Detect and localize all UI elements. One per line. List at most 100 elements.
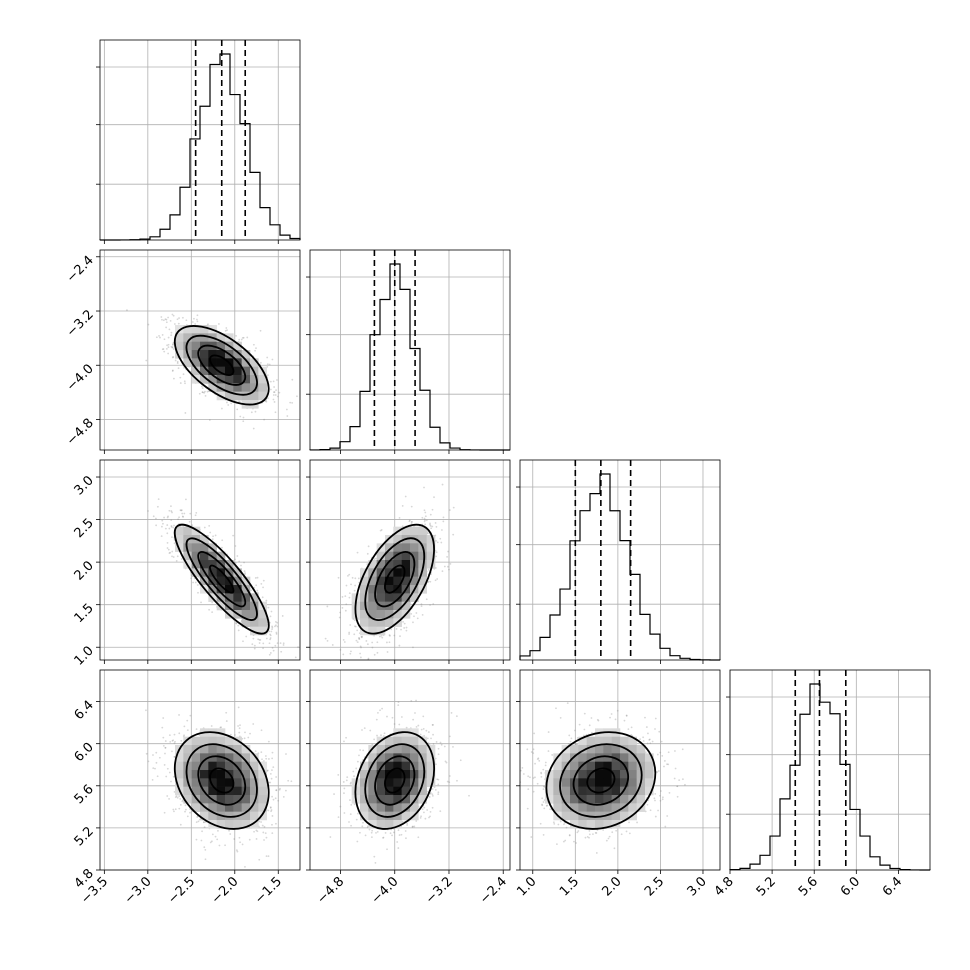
sample-point <box>210 840 213 843</box>
density-cell <box>225 585 234 594</box>
sample-point <box>237 725 239 727</box>
sample-point <box>147 510 149 512</box>
sample-point <box>446 555 449 558</box>
sample-point <box>412 646 414 649</box>
sample-point <box>381 636 384 639</box>
sample-point <box>348 631 351 634</box>
sample-point <box>269 638 272 641</box>
sample-point <box>348 592 351 595</box>
sample-point <box>166 541 169 544</box>
sample-point <box>169 551 172 554</box>
sample-point <box>273 401 276 403</box>
sample-point <box>173 323 176 325</box>
density-cell <box>401 560 411 569</box>
sample-point <box>158 756 161 759</box>
scatter-panel <box>306 459 511 664</box>
sample-point <box>167 336 170 339</box>
sample-point <box>184 804 187 807</box>
sample-point <box>211 601 214 604</box>
sample-point <box>242 420 245 423</box>
y-tick-label: 2.0 <box>72 558 97 583</box>
sample-point <box>218 323 220 325</box>
sample-point <box>427 532 429 535</box>
sample-point <box>241 843 244 846</box>
sample-point <box>360 635 363 638</box>
sample-point <box>326 605 329 608</box>
density-cell <box>216 593 226 602</box>
sample-point <box>239 724 241 727</box>
sample-point <box>170 505 172 508</box>
y-tick-label: 6.4 <box>72 698 97 723</box>
y-tick-label: −3.2 <box>64 307 97 340</box>
density-cell <box>401 551 411 561</box>
density-cell <box>360 593 369 602</box>
sample-point <box>416 617 419 620</box>
sample-point <box>189 811 191 814</box>
sample-point <box>164 318 167 321</box>
density-cell <box>368 585 377 594</box>
density-cell <box>368 601 377 611</box>
sample-point <box>211 611 214 613</box>
density-cell <box>191 551 201 561</box>
sample-point <box>376 641 379 644</box>
sample-point <box>254 410 257 413</box>
density-cell <box>360 585 369 594</box>
sample-point <box>371 641 374 644</box>
contour-level <box>364 537 426 621</box>
sample-point <box>258 820 261 823</box>
sample-point <box>167 352 170 355</box>
sample-point <box>246 336 249 339</box>
sample-point <box>206 390 209 393</box>
sample-point <box>192 581 194 584</box>
sample-point <box>185 498 187 501</box>
sample-point <box>373 653 376 656</box>
sample-point <box>436 541 439 544</box>
sample-point <box>238 400 241 403</box>
y-tick-label: 1.0 <box>72 643 97 668</box>
sample-point <box>275 633 278 635</box>
density-cell <box>393 560 402 569</box>
sample-point <box>242 640 244 643</box>
density-cell <box>410 593 419 602</box>
sample-point <box>390 628 393 631</box>
sample-point <box>225 720 228 722</box>
sample-point <box>431 508 434 511</box>
sample-point <box>271 646 274 649</box>
sample-point <box>267 664 269 666</box>
sample-point <box>208 419 211 421</box>
sample-point <box>331 644 334 646</box>
sample-point <box>272 394 275 396</box>
sample-point <box>152 754 154 756</box>
sample-point <box>236 408 239 411</box>
density-cell <box>200 560 209 569</box>
density-cell <box>241 610 251 619</box>
sample-point <box>353 633 356 636</box>
sample-point <box>254 349 256 352</box>
sample-point <box>405 626 408 629</box>
sample-point <box>182 373 185 376</box>
density-cell <box>216 568 226 577</box>
density-cell <box>175 535 184 544</box>
density-cell <box>418 576 427 586</box>
sample-point <box>267 855 270 858</box>
sample-point <box>356 641 359 644</box>
sample-point <box>179 376 182 379</box>
sample-point <box>261 596 264 599</box>
y-tick-label: 5.2 <box>72 824 97 849</box>
sample-point <box>429 580 432 583</box>
sample-point <box>405 629 408 632</box>
sample-point <box>250 589 253 592</box>
sample-point <box>411 520 413 523</box>
sample-point <box>161 348 164 351</box>
density-cell <box>200 366 209 376</box>
sample-point <box>270 630 273 633</box>
sample-point <box>167 346 170 349</box>
sample-point <box>448 509 451 511</box>
sample-point <box>366 552 369 555</box>
sample-point <box>177 367 180 370</box>
density-cell <box>418 526 427 536</box>
sample-point <box>251 643 254 646</box>
sample-point <box>176 362 179 364</box>
sample-point <box>262 579 265 582</box>
sample-point <box>388 641 391 644</box>
